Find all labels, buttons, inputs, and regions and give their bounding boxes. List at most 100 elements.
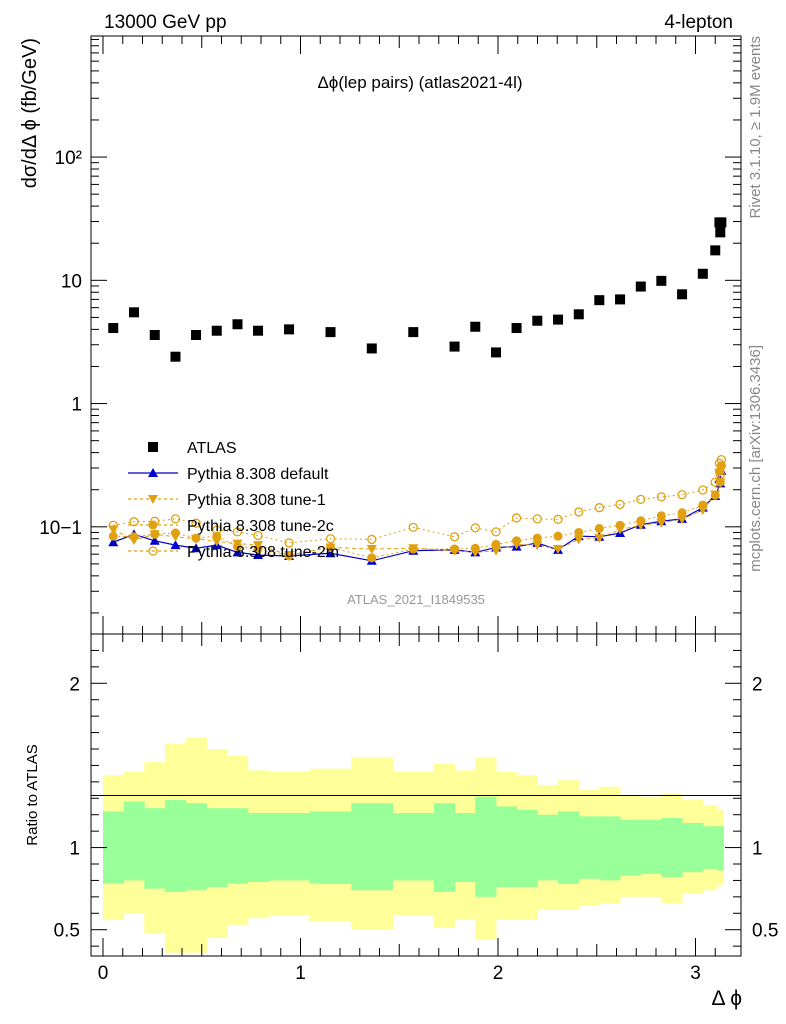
x-tick-label: 1 (295, 963, 306, 984)
point-pythia-8-308-tune-2m (656, 492, 666, 502)
point-atlas (716, 217, 727, 228)
point-atlas (325, 327, 336, 338)
header-left: 13000 GeV pp (104, 12, 227, 33)
point-pythia-8-308-tune-2c (326, 542, 336, 552)
ratio-band-stat (185, 803, 207, 891)
point-pythia-8-308-tune-2m (325, 534, 336, 544)
point-atlas (532, 315, 543, 326)
point-pythia-8-308-default (191, 543, 202, 553)
point-pythia-8-308-tune-2m (636, 494, 646, 505)
point-pythia-8-308-tune-2m (232, 527, 243, 537)
point-pythia-8-308-tune-2m (170, 514, 181, 524)
point-atlas (511, 323, 522, 334)
ratio-band-stat (247, 813, 270, 883)
ratio-band-stat (475, 796, 497, 897)
point-atlas (170, 351, 181, 362)
point-atlas (677, 289, 688, 300)
point-pythia-8-308-tune-2m (367, 534, 377, 545)
ratio-band-stat (599, 816, 621, 881)
point-pythia-8-308-tune-1 (677, 515, 688, 525)
ratio-y-tick-label-right: 2 (752, 674, 763, 695)
point-atlas (715, 227, 726, 238)
x-axis-label: Δ ϕ (712, 987, 742, 1010)
ratio-band-stat (103, 811, 125, 884)
ratio-band-stat (165, 799, 187, 892)
point-pythia-8-308-tune-2c (574, 527, 584, 537)
point-atlas (191, 330, 202, 340)
legend-pythia-8-308-tune-2m-marker (148, 546, 158, 556)
legend-atlas-label: ATLAS (187, 440, 237, 457)
y-tick-label: 10 (61, 271, 82, 292)
ratio-band-stat (661, 818, 683, 878)
ratio-band-stat (123, 801, 145, 881)
ratio-ylabel: Ratio to ATLAS (24, 744, 41, 845)
point-pythia-8-308-tune-2m (594, 503, 604, 513)
point-atlas (615, 294, 626, 305)
ratio-band-stat (206, 808, 228, 887)
point-pythia-8-308-tune-2c (594, 523, 604, 533)
legend-pythia-8-308-tune-1-marker (148, 495, 158, 504)
point-pythia-8-308-tune-2m (408, 522, 418, 533)
ratio-band-stat (454, 813, 476, 883)
point-pythia-8-308-tune-2c (512, 536, 522, 546)
header-right: 4-lepton (664, 12, 733, 33)
y-tick-label: 10−1 (39, 518, 82, 539)
point-atlas (656, 275, 667, 286)
ratio-band-stat (682, 822, 704, 873)
ratio-band-stat (351, 803, 394, 891)
line-pythia-8-308-tune-2m (113, 459, 722, 544)
point-atlas (408, 327, 419, 338)
point-pythia-8-308-tune-2m (491, 527, 501, 537)
point-atlas (129, 307, 140, 318)
ratio-y-tick-label-right: 0.5 (752, 921, 778, 942)
legend: ATLAS Pythia 8.308 default Pythia 8.308 tu… (128, 440, 339, 561)
point-pythia-8-308-tune-2c (232, 542, 242, 552)
point-pythia-8-308-tune-1 (656, 518, 667, 528)
ratio-band-stat (640, 819, 662, 874)
point-pythia-8-308-tune-2c (450, 544, 460, 554)
point-pythia-8-308-tune-2c (470, 543, 480, 553)
point-pythia-8-308-tune-2c (710, 490, 720, 500)
point-atlas (573, 309, 584, 320)
plot-title: Δϕ(lep pairs) (atlas2021-4l) (317, 73, 522, 92)
point-pythia-8-308-tune-2c (170, 528, 180, 538)
point-pythia-8-308-tune-2c (191, 533, 201, 543)
analysis-id: ATLAS_2021_I1849535 (347, 592, 485, 607)
ratio-band-stat (537, 814, 559, 881)
point-pythia-8-308-default (170, 540, 181, 550)
ratio-band-stat (516, 809, 538, 887)
point-atlas (149, 330, 160, 340)
point-pythia-8-308-tune-1 (532, 541, 543, 551)
ratio-band-stat (144, 808, 166, 889)
point-atlas (594, 295, 605, 306)
point-pythia-8-308-default (232, 547, 243, 557)
y-tick-label: 10² (55, 148, 82, 169)
point-atlas (470, 321, 481, 332)
line-pythia-8-308-tune-1 (113, 469, 722, 556)
point-pythia-8-308-tune-2c (284, 551, 294, 561)
point-atlas (108, 323, 119, 334)
point-atlas (211, 325, 222, 336)
point-pythia-8-308-tune-2c (108, 531, 118, 541)
point-atlas (449, 341, 460, 352)
y-tick-label: 1 (71, 395, 82, 416)
ratio-band-stat (496, 806, 518, 887)
point-pythia-8-308-tune-2c (677, 508, 687, 518)
point-pythia-8-308-tune-2c (615, 520, 625, 530)
point-pythia-8-308-tune-2c (698, 500, 708, 510)
point-pythia-8-308-tune-1 (594, 534, 605, 544)
legend-pythia-8-308-default-label: Pythia 8.308 default (187, 466, 329, 483)
point-pythia-8-308-tune-2m (677, 490, 687, 500)
legend-pythia-8-308-tune-2c-marker (148, 520, 158, 530)
ratio-y-tick-label: 1 (69, 839, 80, 860)
point-pythia-8-308-tune-2c (408, 544, 418, 554)
point-pythia-8-308-tune-2c (491, 539, 501, 549)
ratio-y-tick-label-right: 1 (752, 839, 763, 860)
legend-pythia-8-308-default-marker (148, 468, 158, 477)
ratio-y-tick-label: 0.5 (54, 921, 80, 942)
ratio-band-stat (578, 816, 600, 879)
point-pythia-8-308-tune-1 (573, 535, 584, 545)
legend-atlas-marker (148, 442, 158, 452)
point-pythia-8-308-tune-1 (553, 545, 564, 555)
